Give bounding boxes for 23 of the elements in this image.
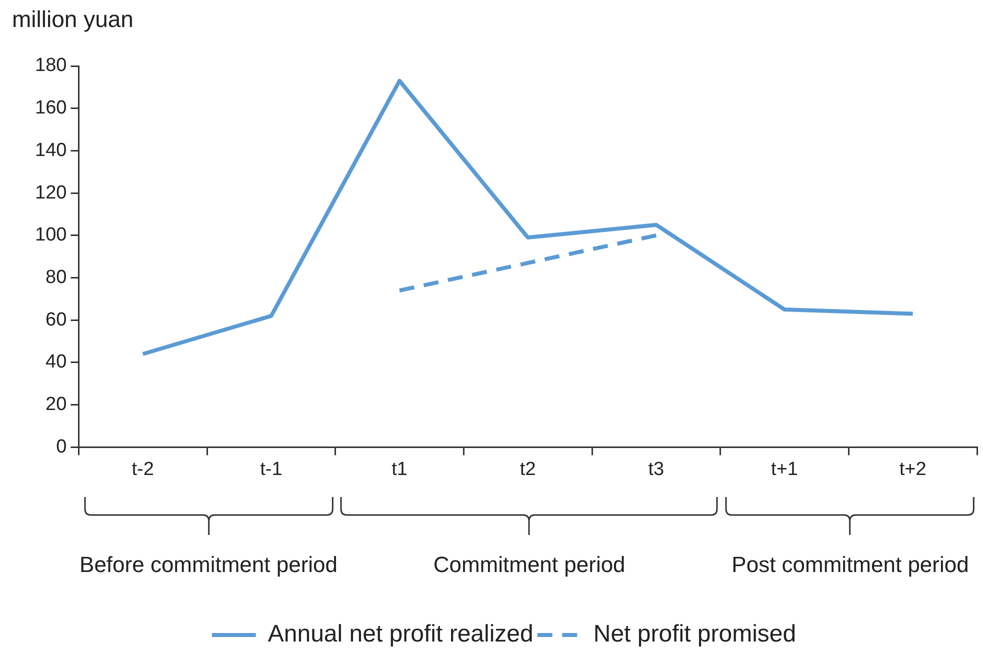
text: Commitment period	[433, 552, 626, 578]
legend-label: Net profit promised	[593, 620, 796, 648]
legend-label: Annual net profit realized	[268, 620, 534, 648]
x-tick-label: t3	[648, 458, 664, 480]
y-tick-label: 140	[35, 140, 67, 161]
x-tick-label: t-2	[132, 458, 154, 480]
y-tick-label: 180	[35, 55, 67, 76]
x-tick-label: t2	[520, 458, 536, 480]
y-tick-label: 60	[46, 309, 67, 330]
y-axis-title: million yuan	[12, 6, 134, 33]
x-tick-label: t+2	[899, 458, 926, 480]
x-tick-label: t-1	[260, 458, 282, 480]
y-tick-label: 120	[35, 182, 67, 204]
y-tick-label: 0	[56, 436, 67, 458]
y-tick-label: 40	[46, 352, 67, 373]
text: Before commitment period	[80, 552, 338, 578]
text: Post commitment period	[732, 552, 969, 578]
x-tick-label: t+1	[771, 458, 798, 480]
y-tick-label: 20	[46, 394, 67, 416]
y-tick-label: 80	[46, 267, 67, 288]
y-tick-label: 100	[35, 224, 67, 246]
x-tick-label: t1	[392, 458, 408, 480]
y-tick-label: 160	[35, 98, 67, 119]
